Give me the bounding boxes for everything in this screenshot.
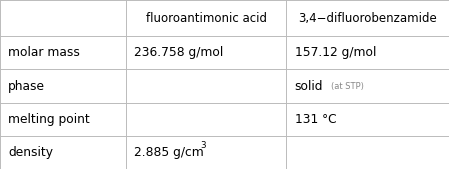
Text: phase: phase xyxy=(8,80,45,92)
Text: 3: 3 xyxy=(200,141,206,150)
Text: solid: solid xyxy=(295,80,323,92)
Text: density: density xyxy=(8,146,53,159)
Text: molar mass: molar mass xyxy=(8,46,80,59)
Text: 236.758 g/mol: 236.758 g/mol xyxy=(134,46,223,59)
Text: melting point: melting point xyxy=(8,113,90,126)
Text: 157.12 g/mol: 157.12 g/mol xyxy=(295,46,376,59)
Text: fluoroantimonic acid: fluoroantimonic acid xyxy=(146,12,267,25)
Text: (at STP): (at STP) xyxy=(331,81,364,91)
Text: 3,4−difluorobenzamide: 3,4−difluorobenzamide xyxy=(298,12,437,25)
Text: 2.885 g/cm: 2.885 g/cm xyxy=(134,146,204,159)
Text: 131 °C: 131 °C xyxy=(295,113,336,126)
